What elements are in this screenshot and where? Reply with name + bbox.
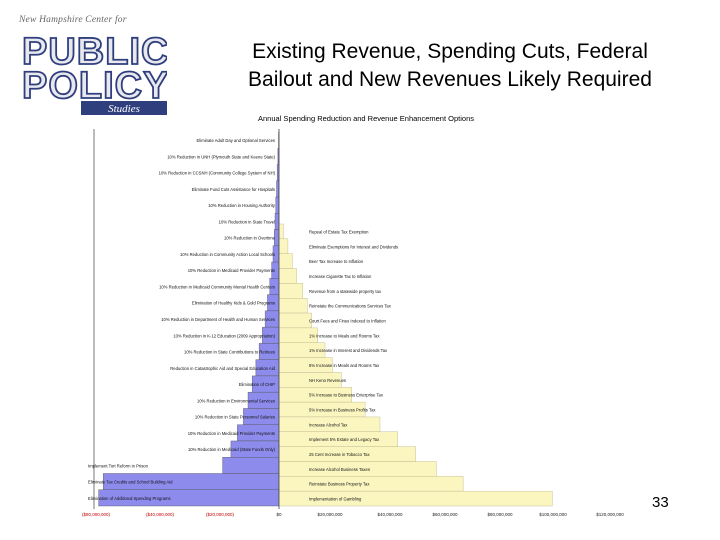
- labels-group: Eliminate Adult Day and Optional Service…: [88, 138, 398, 501]
- cut-label: Eliminate Tax Credits and School Buildin…: [88, 480, 173, 485]
- revenue-bar: [278, 238, 289, 254]
- revenue-label: 5% Increase in Business Profits Tax: [309, 408, 376, 413]
- revenue-label: Beer Tax Increase to Inflation: [309, 259, 364, 264]
- revenue-bar: [278, 298, 308, 314]
- x-tick-label: $40,000,000: [377, 512, 403, 517]
- revenue-label: Court Fees and Fines Indexed to Inflatio…: [309, 318, 386, 323]
- revenue-label: Revenue from a statewide property tax: [309, 289, 382, 294]
- cut-label: Eliminate Adult Day and Optional Service…: [197, 138, 275, 143]
- revenue-label: Increase Alcohol Tax: [309, 422, 348, 427]
- slide-title-line2: Bailout and New Revenues Likely Required: [248, 68, 652, 91]
- revenue-label: 25 Cent Increase in Tobacco Tax: [309, 452, 371, 457]
- cut-label: Elimination of Healthy Kids & Gold Progr…: [192, 301, 275, 306]
- x-tick-label: $80,000,000: [487, 512, 513, 517]
- cut-bar: [274, 213, 280, 230]
- cut-label: 10% Reduction in Medicaid Community Ment…: [159, 284, 275, 289]
- x-tick-label: $60,000,000: [432, 512, 458, 517]
- revenue-label: Implementation of Gambling: [309, 497, 362, 502]
- revenue-label: 1% Increase to Meals and Rooms Tax: [309, 333, 380, 338]
- x-tick-label: $20,000,000: [317, 512, 343, 517]
- revenue-label: 1% Increase in Interest and Dividends Ta…: [309, 348, 388, 353]
- revenue-label: Eliminate Exemptions for Interest and Di…: [309, 244, 398, 249]
- revenue-bar: [278, 253, 293, 269]
- logo-studies: Studies: [108, 103, 140, 115]
- logo-mark: PUBLIC POLICY Studies: [21, 30, 167, 115]
- cut-label: Implement Tort Reform in Prison: [88, 463, 149, 468]
- x-tick-label: $120,000,000: [596, 512, 624, 517]
- revenue-label: 5% Increase in Meals and Rooms Tax: [309, 363, 380, 368]
- logo-studies-band: [81, 101, 167, 115]
- cut-bar: [222, 457, 280, 474]
- revenue-label: NH Keno Revenues: [309, 378, 346, 383]
- revenue-bar: [278, 312, 312, 329]
- logo-line1: PUBLIC: [22, 31, 167, 73]
- cut-label: Elimination of CHIP: [239, 382, 276, 387]
- revenue-label: Increase Alcohol Business Taxes: [309, 467, 370, 472]
- cut-label: Eliminate Fund Cuts Assistance for Hospi…: [192, 187, 275, 192]
- cut-label: 10% Reduction in CCSNH (Community Colleg…: [159, 171, 276, 176]
- bars-group: [98, 131, 553, 507]
- cut-label: 10% Reduction in Medicaid (State Funds O…: [188, 447, 276, 452]
- cut-label: 10% Reduction in UNH (Plymouth State and…: [167, 154, 275, 159]
- cut-label: 10% Reduction in State Travel: [219, 219, 275, 224]
- revenue-label: Increase Cigarette Tax to Inflation: [309, 274, 372, 279]
- cut-label: Reduction in Catastrophic Aid and Specia…: [170, 366, 275, 371]
- logo-tagline: New Hampshire Center for: [19, 15, 127, 25]
- revenue-bar: [278, 476, 464, 492]
- slide-title: Existing Revenue, Spending Cuts, Federal…: [190, 38, 710, 94]
- cut-bar: [275, 196, 280, 214]
- cut-label: 10% Reduction in Environmental Services: [197, 398, 275, 403]
- logo-line2: POLICY: [22, 65, 167, 107]
- x-tick-label: $100,000,000: [539, 512, 567, 517]
- x-tick-label: ($20,000,000): [206, 512, 235, 517]
- cut-label: Elimination of Additional Spending Progr…: [88, 496, 171, 501]
- x-tick-label: ($80,000,000): [82, 512, 111, 517]
- logo: New Hampshire Center for PUBLIC POLICY S…: [17, 14, 170, 118]
- cut-label: 10% Reduction in Department of Health an…: [161, 317, 275, 322]
- cut-label: 10% Reduction in State Personnel Salarie…: [195, 415, 275, 420]
- cut-label: 10% Reduction in Medicaid Provider Payme…: [188, 431, 275, 436]
- revenue-bar: [278, 283, 303, 299]
- chart-title: Annual Spending Reduction and Revenue En…: [258, 114, 474, 123]
- cut-label: 10% Reduction in Community Action Local …: [180, 252, 275, 257]
- revenue-label: Implement 5% Estate and Legacy Tax: [309, 437, 380, 442]
- x-tick-label: $0: [276, 512, 282, 517]
- revenue-bar: [278, 223, 284, 240]
- x-ticks-group: ($80,000,000) ($40,000,000) ($20,000,000) $…: [82, 512, 624, 517]
- cut-label: 10% Reduction in State Contributions to …: [184, 350, 275, 355]
- cut-label: 10% Reduction in Medicaid Provider Payme…: [188, 268, 275, 273]
- revenue-label: 5% Increase to Business Enterprise Tax: [309, 393, 384, 398]
- revenue-bar: [278, 268, 298, 284]
- revenue-label: Reinstate the Communications Services Ta…: [309, 304, 392, 309]
- cut-label: 10% Reduction in Overtime: [224, 236, 276, 241]
- x-tick-label: ($40,000,000): [146, 512, 175, 517]
- cut-label: 10% Reduction in Housing Authority: [208, 203, 276, 208]
- page-number: 33: [652, 494, 669, 511]
- revenue-label: Reinstate Business Property Tax: [309, 482, 370, 487]
- slide-title-line1: Existing Revenue, Spending Cuts, Federal: [252, 40, 648, 63]
- cut-label: 10% Reduction in K-12 Education (2009 Ap…: [173, 333, 275, 338]
- revenue-label: Repeal of Estate Tax Exemption: [309, 229, 369, 234]
